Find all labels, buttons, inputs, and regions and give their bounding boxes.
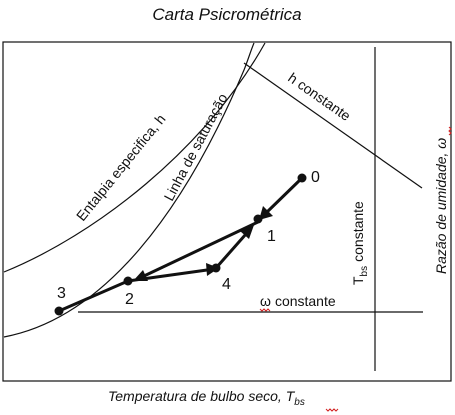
tbs-constant-text: constante (350, 201, 366, 262)
process-arrow-0-1 (264, 176, 304, 215)
point-4-marker (211, 263, 221, 273)
point-2-label: 2 (125, 291, 134, 308)
x-axis-spell-underline (325, 408, 339, 412)
x-axis-text: Temperatura de bulbo seco, (108, 388, 286, 404)
enthalpy-curve (3, 42, 266, 273)
point-1-label: 1 (267, 228, 276, 245)
omega-spell-underline (259, 308, 271, 312)
point-4-label: 4 (222, 276, 231, 293)
omega-constant-text: constante (275, 293, 336, 309)
process-arrow-1-2 (143, 220, 259, 278)
chart-frame (2, 41, 452, 382)
omega-constant-label: ω constante (260, 293, 336, 309)
saturation-curve (3, 42, 255, 338)
tbs-constant-label: Tbs constante (350, 201, 370, 285)
y-axis-text: Razão de umidade, (433, 149, 449, 274)
chart-title: Carta Psicrométrica (152, 5, 301, 24)
point-0-marker (297, 173, 307, 183)
arrowhead-4-1 (240, 225, 254, 239)
x-axis-subscript: bs (294, 397, 305, 408)
process-arrow-4-1 (214, 233, 248, 269)
omega-symbol: ω (260, 293, 271, 309)
y-axis-spell-underline (448, 126, 452, 136)
saturation-label: Linha de saturação (161, 91, 231, 204)
arrowhead-0-1 (259, 206, 273, 220)
point-3-label: 3 (57, 285, 66, 302)
enthalpy-label: Entalpia especifica, h (73, 111, 169, 224)
y-axis-label: Razão de umidade, ω (433, 138, 449, 274)
process-path (58, 176, 304, 313)
point-2-marker (123, 276, 133, 286)
y-axis-symbol: ω (433, 138, 449, 149)
tbs-symbol: T (350, 276, 366, 285)
x-axis-label: Temperatura de bulbo seco, Tbs (108, 388, 305, 408)
h-constant-line (243, 62, 423, 189)
point-3-marker (54, 306, 64, 316)
process-arrow-2-4 (127, 268, 208, 283)
tbs-subscript: bs (359, 266, 370, 277)
x-axis-symbol: T (286, 388, 296, 404)
point-1-marker (253, 214, 263, 224)
point-0-label: 0 (311, 169, 320, 186)
process-line-2-3 (58, 279, 129, 313)
